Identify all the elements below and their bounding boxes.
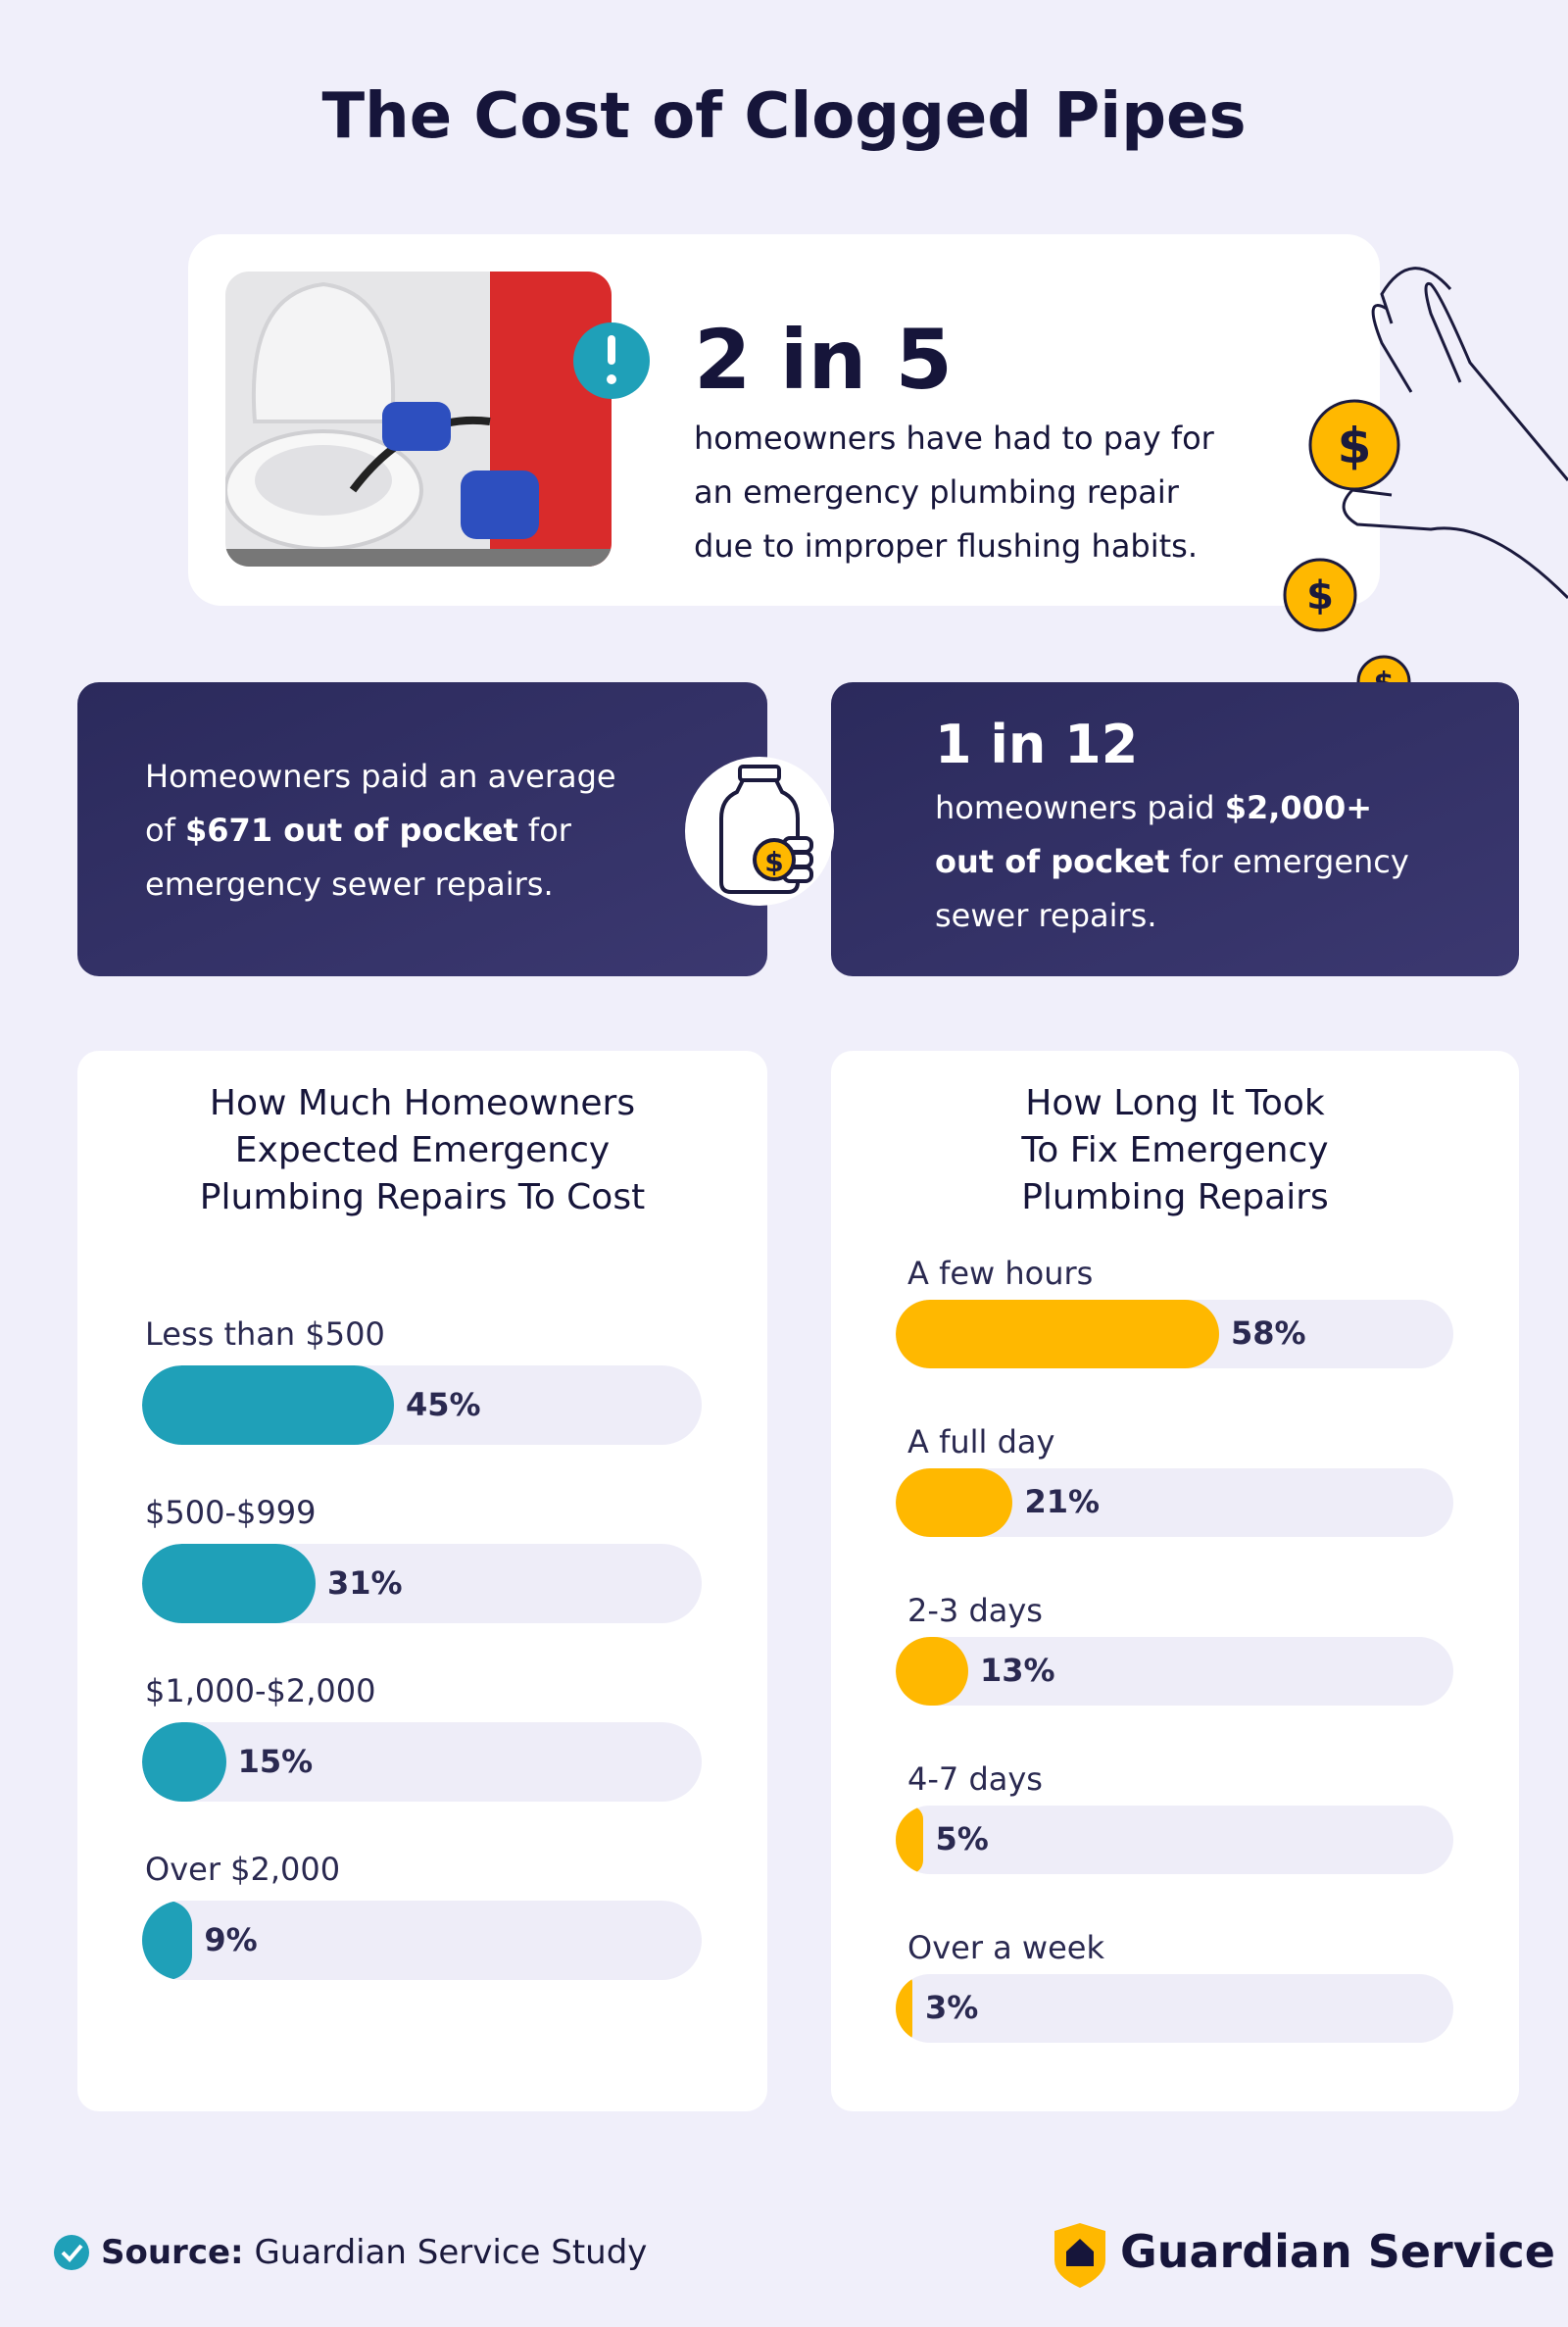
category-label: Less than $500 — [145, 1315, 385, 1353]
chart-title-line: Plumbing Repairs To Cost — [199, 1177, 646, 1217]
chart-title-line: How Long It Took — [1025, 1083, 1325, 1123]
text-run: for — [517, 812, 571, 849]
chart-title: How Much Homeowners Expected Emergency Plu… — [99, 1080, 746, 1221]
text-line: sewer repairs. — [935, 889, 1409, 943]
value-label: 31% — [327, 1563, 403, 1602]
bar-track — [142, 1901, 702, 1980]
coin-icons: $$$ — [1306, 418, 1394, 701]
svg-text:$: $ — [764, 846, 783, 878]
value-label: 58% — [1231, 1314, 1306, 1352]
value-label: 45% — [405, 1385, 481, 1423]
text-line: homeowners paid $2,000+ — [935, 781, 1409, 835]
category-label: A full day — [907, 1423, 1055, 1461]
text-run: homeowners paid — [935, 789, 1225, 826]
value-label: 21% — [1024, 1483, 1101, 1520]
value-label: 15% — [237, 1742, 314, 1780]
text-line: emergency sewer repairs. — [145, 858, 616, 912]
stat-text: Homeowners paid an average of $671 out of… — [145, 750, 616, 912]
svg-text:$: $ — [1338, 418, 1372, 474]
bar — [896, 1974, 913, 2043]
text-line: due to improper flushing habits. — [694, 527, 1199, 565]
stat-headline: 1 in 12 — [935, 714, 1139, 775]
page-title: The Cost of Clogged Pipes — [321, 80, 1247, 153]
chart-title-line: To Fix Emergency — [1021, 1130, 1329, 1170]
text-run: for emergency — [1169, 843, 1409, 880]
category-label: 2-3 days — [907, 1592, 1043, 1629]
value-label: 9% — [204, 1920, 258, 1958]
category-label: Over a week — [907, 1929, 1104, 1966]
bar-track — [142, 1544, 702, 1623]
category-label: Over $2,000 — [145, 1851, 341, 1888]
value-label: 3% — [925, 1989, 979, 2026]
bar — [142, 1901, 193, 1980]
text-line: Homeowners paid an average — [145, 750, 616, 804]
brand-name: Guardian Service — [1120, 2225, 1555, 2278]
text-run: sewer repairs. — [935, 897, 1157, 934]
bar — [896, 1300, 1220, 1368]
text-run: Homeowners paid an average — [145, 758, 616, 795]
bar — [142, 1544, 316, 1623]
coins — [1283, 399, 1411, 710]
stat-text: homeowners paid $2,000+ out of pocket for… — [935, 781, 1409, 943]
bar — [142, 1722, 226, 1802]
bar-track — [142, 1365, 702, 1445]
text-run: emergency sewer repairs. — [145, 866, 554, 903]
stat-text: homeowners have had to pay for an emergen… — [694, 412, 1214, 573]
text-run: out of pocket — [935, 843, 1170, 880]
chart-title-line: Plumbing Repairs — [1021, 1177, 1329, 1217]
bar — [896, 1468, 1013, 1537]
dark-card — [831, 682, 1519, 976]
source-text: Guardian Service Study — [254, 2233, 648, 2272]
category-label: 4-7 days — [907, 1760, 1043, 1798]
value-label: 5% — [935, 1820, 989, 1857]
text-line: an emergency plumbing repair — [694, 473, 1179, 511]
stat-headline: 2 in 5 — [694, 312, 953, 408]
jar-icon — [719, 765, 813, 894]
dark-card — [77, 682, 767, 976]
photo — [225, 272, 612, 567]
bar-track — [896, 1806, 1453, 1874]
category-label: A few hours — [907, 1255, 1094, 1292]
bar-track — [896, 1468, 1453, 1537]
bar — [142, 1365, 394, 1445]
bar-track — [896, 1300, 1453, 1368]
text-run: of — [145, 812, 186, 849]
category-label: $1,000-$2,000 — [145, 1672, 376, 1709]
chart-title-line: Expected Emergency — [234, 1130, 611, 1170]
text-line: of $671 out of pocket for — [145, 804, 616, 858]
category-label: $500-$999 — [145, 1494, 317, 1531]
svg-text:$: $ — [1306, 573, 1334, 619]
text-run: $671 out of pocket — [185, 812, 518, 849]
bar-track — [896, 1637, 1453, 1706]
source-label: Source: — [101, 2233, 244, 2272]
bar-track — [142, 1722, 702, 1802]
chart-title-line: How Much Homeowners — [209, 1083, 636, 1123]
text-line: homeowners have had to pay for — [694, 420, 1214, 457]
chart-title: How Long It Took To Fix Emergency Plumbing… — [852, 1080, 1498, 1221]
source: Source: Guardian Service Study — [101, 2233, 647, 2272]
bar — [896, 1806, 924, 1874]
bar-track — [896, 1974, 1453, 2043]
bar — [896, 1637, 968, 1706]
text-run: $2,000+ — [1224, 789, 1373, 826]
value-label: 13% — [979, 1652, 1055, 1689]
text-line: out of pocket for emergency — [935, 835, 1409, 889]
